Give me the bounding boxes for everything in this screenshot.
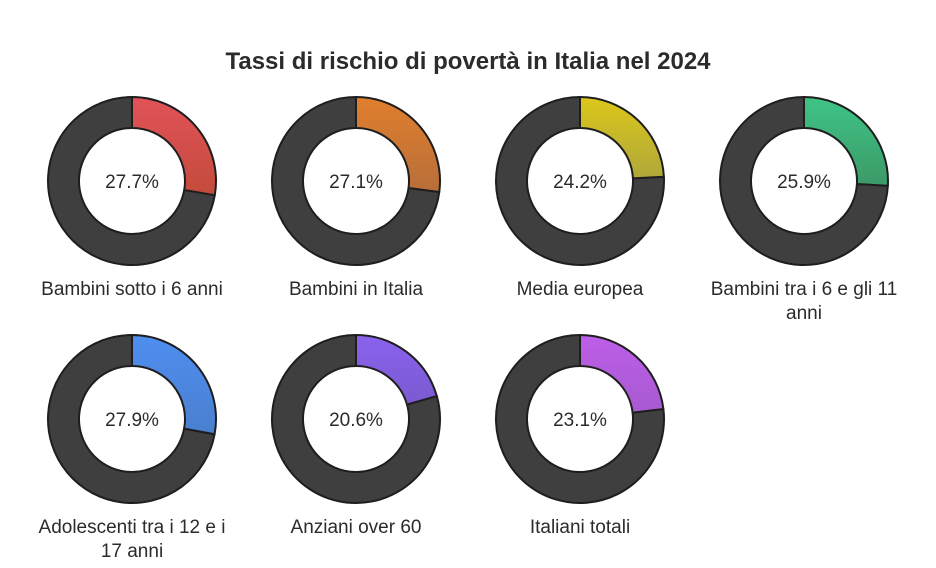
- donut-value-label: 27.1%: [329, 172, 383, 193]
- donut-category-label: Bambini tra i 6 e gli 11 anni: [711, 279, 898, 324]
- donut-category-label-line: Adolescenti tra i 12 e i: [39, 517, 226, 538]
- donut-value-label: 20.6%: [329, 410, 383, 431]
- donut-remainder-slice: [271, 96, 441, 266]
- donut-value-label: 24.2%: [553, 172, 607, 193]
- donut-value-label: 23.1%: [553, 410, 607, 431]
- donut-category-label-line: Media europea: [517, 279, 644, 300]
- donut-value-label: 27.9%: [105, 410, 159, 431]
- donut-remainder-slice: [495, 334, 665, 504]
- donut-category-label-line: Bambini in Italia: [289, 279, 424, 300]
- donut-value-slice: [355, 96, 441, 194]
- donut-remainder-slice: [495, 96, 665, 266]
- donut-category-label-line: Italiani totali: [530, 517, 630, 538]
- donut-value-label: 27.7%: [105, 172, 159, 193]
- donut-bambini-in-italia: 27.1% Bambini in Italia: [271, 96, 441, 300]
- donut-remainder-slice: [271, 334, 441, 504]
- donut-remainder-slice: [47, 96, 216, 266]
- donut-category-label: Bambini in Italia: [289, 279, 424, 300]
- donut-category-label: Anziani over 60: [291, 517, 422, 538]
- donut-value-slice: [579, 334, 665, 414]
- donut-value-label: 25.9%: [777, 172, 831, 193]
- donut-media-europea: 24.2% Media europea: [495, 96, 665, 300]
- donut-category-label: Adolescenti tra i 12 e i 17 anni: [39, 517, 226, 562]
- donut-adolescenti-tra-i-12-e-i-17-anni: 27.9% Adolescenti tra i 12 e i 17 anni: [39, 334, 226, 562]
- donut-category-label-line: Anziani over 60: [291, 517, 422, 538]
- donut-remainder-slice: [47, 334, 216, 504]
- donut-category-label-line: Bambini tra i 6 e gli 11: [711, 279, 898, 300]
- donut-bambini-sotto-i-6-anni: 27.7% Bambini sotto i 6 anni: [41, 96, 223, 300]
- donut-category-label: Italiani totali: [530, 517, 630, 538]
- donut-value-slice: [579, 96, 665, 180]
- donut-category-label-line: Bambini sotto i 6 anni: [41, 279, 223, 300]
- donut-value-slice: [131, 96, 217, 197]
- donut-bambini-tra-i-6-e-gli-11-anni: 25.9% Bambini tra i 6 e gli 11 anni: [711, 96, 898, 324]
- donut-remainder-slice: [719, 96, 889, 266]
- donut-category-label: Bambini sotto i 6 anni: [41, 279, 223, 300]
- donut-category-label-line: 17 anni: [101, 541, 163, 562]
- donut-value-slice: [131, 334, 217, 436]
- donut-anziani-over-60: 20.6% Anziani over 60: [271, 334, 441, 538]
- donut-value-slice: [803, 96, 889, 187]
- donut-italiani-totali: 23.1% Italiani totali: [495, 334, 665, 538]
- donut-category-label-line: anni: [786, 303, 822, 324]
- donut-category-label: Media europea: [517, 279, 644, 300]
- donut-value-slice: [355, 334, 438, 406]
- chart-title: Tassi di rischio di povertà in Italia ne…: [225, 48, 711, 75]
